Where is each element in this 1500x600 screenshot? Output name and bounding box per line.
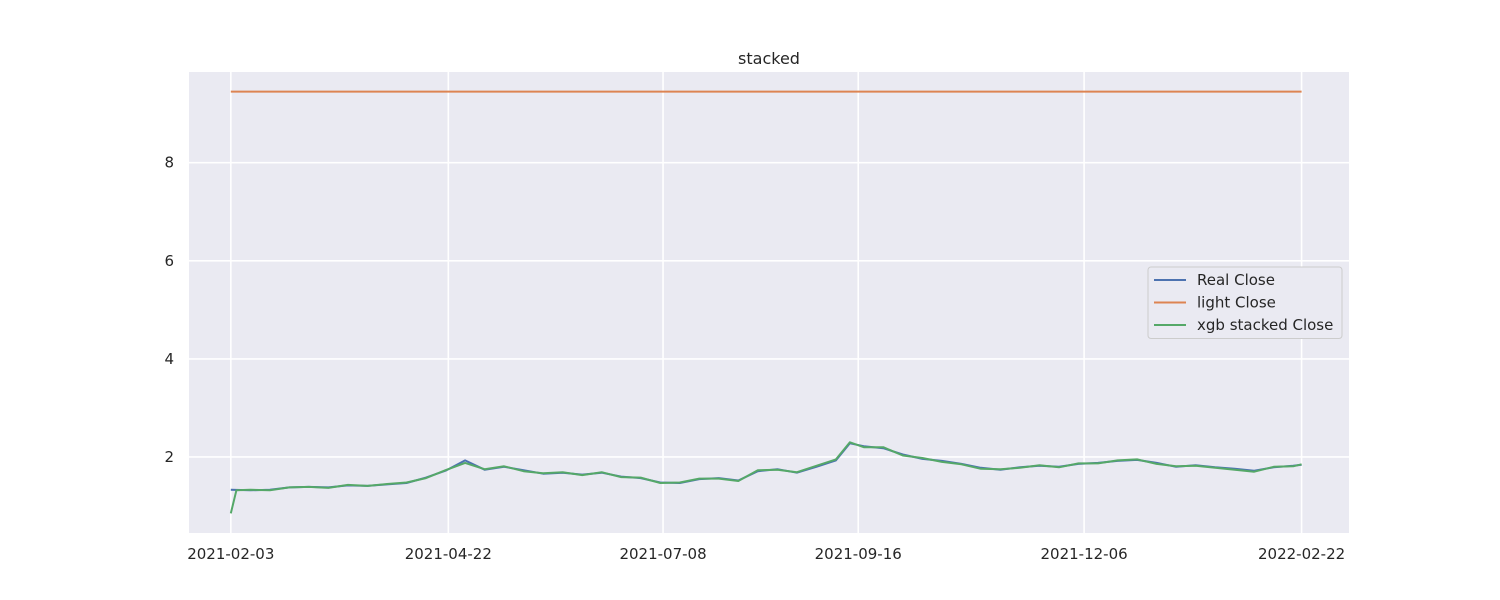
x-tick-label: 2021-12-06 <box>1041 545 1128 563</box>
series-line-xgb-stacked-close <box>229 441 1302 514</box>
chart-title: stacked <box>738 49 800 68</box>
legend: Real Close light Close xgb stacked Close <box>1147 266 1343 339</box>
x-tick-label: 2021-07-08 <box>619 545 706 563</box>
x-tick-label: 2022-02-22 <box>1258 545 1345 563</box>
x-tick-label: 2021-02-03 <box>187 545 274 563</box>
x-tick-label: 2021-09-16 <box>815 545 902 563</box>
legend-label: Real Close <box>1197 271 1275 289</box>
legend-box <box>1147 266 1343 339</box>
legend-label: light Close <box>1197 294 1276 312</box>
x-tick-label: 2021-04-22 <box>405 545 492 563</box>
y-tick-label: 2 <box>164 448 174 466</box>
y-tick-label: 8 <box>164 154 174 172</box>
series-layer <box>229 90 1302 514</box>
y-tick-label: 6 <box>164 252 174 270</box>
legend-label: xgb stacked Close <box>1197 316 1333 334</box>
y-axis: 2 4 6 8 <box>164 154 174 466</box>
y-tick-label: 4 <box>164 350 174 368</box>
x-axis: 2021-02-03 2021-04-22 2021-07-08 2021-09-16… <box>187 545 1345 563</box>
grid-lines <box>189 72 1349 533</box>
